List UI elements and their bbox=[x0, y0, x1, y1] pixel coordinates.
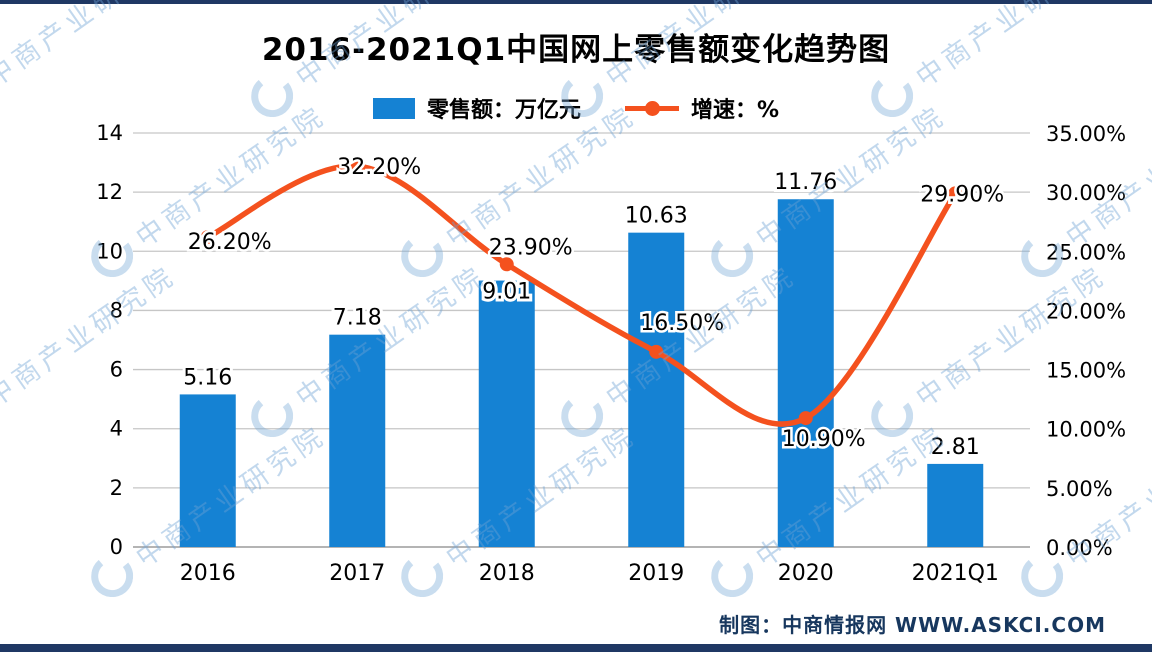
legend-label-bar: 零售额：万亿元 bbox=[426, 98, 581, 123]
right-axis-tick: 35.00% bbox=[1046, 122, 1126, 146]
line-label: 29.90% bbox=[920, 182, 1004, 207]
right-axis-tick: 5.00% bbox=[1046, 477, 1113, 501]
right-axis-tick: 30.00% bbox=[1046, 181, 1126, 205]
right-axis-tick: 0.00% bbox=[1046, 536, 1113, 560]
legend-label-line: 增速：% bbox=[690, 98, 780, 123]
growth-line bbox=[205, 163, 959, 427]
source-credit: 制图：中商情报网 WWW.ASKCI.COM bbox=[719, 613, 1106, 637]
right-axis-tick: 25.00% bbox=[1046, 240, 1126, 264]
line-marker-2016 bbox=[200, 230, 215, 245]
left-axis-tick: 0 bbox=[110, 535, 123, 559]
x-axis-label: 2017 bbox=[329, 561, 385, 586]
x-axis-label: 2019 bbox=[628, 561, 684, 586]
legend: 零售额：万亿元 增速：% bbox=[0, 92, 1152, 124]
bar-label: 7.18 bbox=[333, 306, 382, 331]
legend-item-bar: 零售额：万亿元 bbox=[372, 92, 581, 124]
line-label: 26.20% bbox=[188, 230, 272, 255]
left-axis-tick: 6 bbox=[110, 358, 123, 382]
x-axis-label: 2020 bbox=[778, 561, 834, 586]
bar-label: 5.16 bbox=[183, 365, 232, 390]
bar-label: 9.01 bbox=[482, 280, 531, 305]
legend-item-line: 增速：% bbox=[624, 92, 780, 124]
left-axis-tick: 2 bbox=[110, 476, 123, 500]
left-axis-tick: 14 bbox=[96, 121, 123, 145]
line-series-swatch bbox=[624, 98, 679, 119]
bar-label: 10.63 bbox=[625, 204, 688, 229]
bar-label: 2.81 bbox=[931, 435, 980, 460]
x-axis-label: 2021Q1 bbox=[912, 561, 999, 586]
bar-label: 11.76 bbox=[774, 170, 837, 195]
bar-2021Q1 bbox=[927, 463, 984, 547]
bar-series-swatch bbox=[372, 97, 415, 119]
bar-2020 bbox=[777, 199, 834, 548]
line-swatch-marker bbox=[644, 100, 660, 116]
line-marker-2019 bbox=[649, 344, 664, 359]
line-marker-2018 bbox=[499, 257, 514, 272]
chart-title: 2016-2021Q1中国网上零售额变化趋势图 bbox=[261, 32, 891, 68]
line-marker-2021Q1 bbox=[948, 186, 963, 201]
bar-2018 bbox=[478, 280, 535, 547]
left-axis-tick: 4 bbox=[110, 417, 123, 441]
line-marker-2017 bbox=[350, 159, 365, 174]
line-label: 32.20% bbox=[337, 155, 421, 180]
line-marker-2020 bbox=[798, 411, 813, 426]
bar-2016 bbox=[179, 394, 236, 547]
line-label: 16.50% bbox=[640, 311, 724, 336]
bar-2017 bbox=[329, 334, 386, 547]
right-axis-tick: 20.00% bbox=[1046, 299, 1126, 323]
left-axis-tick: 10 bbox=[96, 239, 123, 263]
right-axis-tick: 10.00% bbox=[1046, 418, 1126, 442]
right-axis-tick: 15.00% bbox=[1046, 359, 1126, 383]
left-axis-tick: 8 bbox=[110, 298, 123, 322]
top-accent-strip bbox=[0, 0, 1152, 4]
left-axis-tick: 12 bbox=[96, 180, 123, 204]
x-axis-label: 2018 bbox=[479, 561, 535, 586]
bottom-accent-strip bbox=[0, 644, 1152, 652]
line-label: 23.90% bbox=[489, 235, 573, 260]
bar-2019 bbox=[628, 232, 685, 548]
line-label: 10.90% bbox=[782, 427, 866, 452]
x-axis-label: 2016 bbox=[180, 561, 236, 586]
